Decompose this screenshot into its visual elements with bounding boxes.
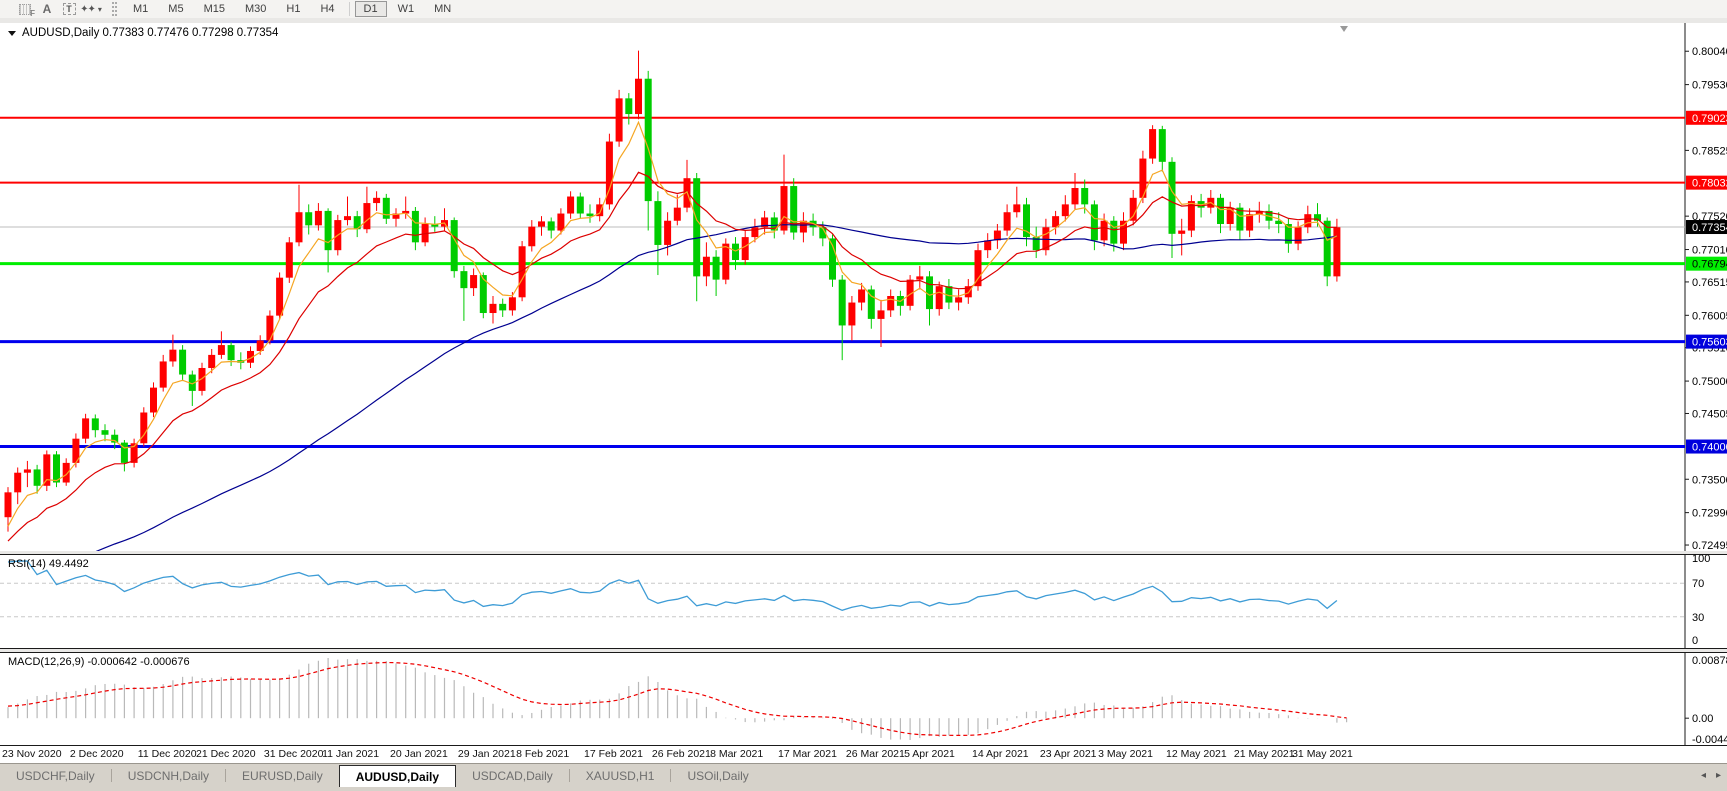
window-bottom-strip <box>0 787 1727 791</box>
timeframe-w1-button[interactable]: W1 <box>397 3 415 15</box>
timeframe-m5-button[interactable]: M5 <box>168 3 184 15</box>
svg-text:0.78525: 0.78525 <box>1692 145 1727 157</box>
svg-text:0.76515: 0.76515 <box>1692 277 1727 289</box>
text-box-icon[interactable]: T <box>58 1 80 17</box>
svg-text:30: 30 <box>1692 612 1704 624</box>
date-label: 17 Mar 2021 <box>778 748 837 760</box>
timeframe-buttons: M1 M5 M15 M30 H1 H4 D1 W1 MN <box>123 1 461 17</box>
chevron-down-icon: ▾ <box>97 4 102 14</box>
tab-scroll-buttons: ◂ ▸ <box>1701 770 1721 781</box>
svg-text:-0.004451: -0.004451 <box>1692 734 1727 746</box>
date-label: 26 Feb 2021 <box>651 748 711 760</box>
svg-text:0.77354: 0.77354 <box>1692 222 1727 234</box>
date-label: 11 Jan 2021 <box>322 748 380 760</box>
top-toolbar: F A T ✦✦ ▾ M1 M5 M15 M30 H1 H4 D1 W1 MN <box>0 0 1727 18</box>
date-label: 21 May 2021 <box>1233 748 1295 760</box>
svg-text:RSI(14) 49.4492: RSI(14) 49.4492 <box>8 558 89 570</box>
tab-scroll-right-icon[interactable]: ▸ <box>1715 770 1721 781</box>
grid-glyph: F <box>19 3 35 18</box>
date-label: 26 Mar 2021 <box>845 748 905 760</box>
tab-scroll-left-icon[interactable]: ◂ <box>1700 770 1706 781</box>
date-label: 8 Mar 2021 <box>710 748 764 760</box>
date-label: 31 Dec 2020 <box>263 748 324 760</box>
chart-tab-usoil[interactable]: USOil,Daily <box>687 768 749 783</box>
shapes-icon[interactable]: ✦✦ ▾ <box>80 3 102 15</box>
panel-splitter[interactable] <box>0 551 1727 554</box>
macd-panel-canvas[interactable]: MACD(12,26,9) -0.000642 -0.000676 0.00878… <box>0 652 1727 746</box>
svg-text:0.76005: 0.76005 <box>1692 310 1727 322</box>
chart-tab-usdchf[interactable]: USDCHF,Daily <box>16 768 95 783</box>
date-label: 31 May 2021 <box>1292 748 1353 760</box>
timeframe-h1-button[interactable]: H1 <box>286 3 301 15</box>
date-label: 17 Feb 2021 <box>584 748 643 760</box>
date-label: 23 Apr 2021 <box>1039 748 1097 760</box>
svg-text:0: 0 <box>1692 635 1698 647</box>
main-chart-canvas[interactable]: AUDUSD,Daily 0.77383 0.77476 0.77298 0.7… <box>0 23 1727 551</box>
date-label: 12 May 2021 <box>1166 748 1227 760</box>
chart-tab-usdcnh[interactable]: USDCNH,Daily <box>127 768 210 783</box>
svg-text:100: 100 <box>1692 554 1710 565</box>
toolbar-divider <box>0 18 1727 23</box>
date-label: 20 Jan 2021 <box>390 748 448 760</box>
date-label: 14 Apr 2021 <box>972 748 1029 760</box>
svg-text:AUDUSD,Daily 0.77383 0.77476: AUDUSD,Daily 0.77383 0.77476 0.77298 0.7… <box>22 27 279 39</box>
svg-text:0.79023: 0.79023 <box>1692 113 1727 125</box>
date-label: 2 Dec 2020 <box>69 748 124 760</box>
tab-separator <box>568 769 570 782</box>
timeframe-h4-button[interactable]: H4 <box>320 3 335 15</box>
date-label: 23 Nov 2020 <box>2 748 62 760</box>
timeframe-m1-button[interactable]: M1 <box>133 3 149 15</box>
rsi-panel-canvas[interactable]: RSI(14) 49.4492 100 70 30 0 <box>0 554 1727 649</box>
toolbar-grip[interactable] <box>112 2 117 16</box>
tab-separator <box>670 769 672 782</box>
chart-tab-usdcad[interactable]: USDCAD,Daily <box>472 768 553 783</box>
timeframe-mn-button[interactable]: MN <box>434 3 452 15</box>
svg-text:0.008782: 0.008782 <box>1692 655 1727 667</box>
chart-tab-bar: USDCHF,Daily USDCNH,Daily EURUSD,Daily AUDU… <box>0 763 1727 787</box>
svg-text:0.75603: 0.75603 <box>1692 337 1727 349</box>
timeframe-m30-button[interactable]: M30 <box>244 3 267 15</box>
text-label-icon[interactable]: A <box>42 2 52 16</box>
svg-text:0.78032: 0.78032 <box>1692 178 1727 190</box>
svg-text:MACD(12,26,9) -0.000642 -0.000: MACD(12,26,9) -0.000642 -0.000676 <box>8 656 190 668</box>
date-label: 3 May 2021 <box>1098 748 1153 760</box>
toolbar-separator <box>348 2 350 16</box>
timeframe-d1-button[interactable]: D1 <box>354 1 387 17</box>
panel-splitter[interactable] <box>0 649 1727 652</box>
fibo-grid-icon[interactable]: F <box>14 1 36 18</box>
date-label: 21 Dec 2020 <box>196 748 256 760</box>
date-label: 5 Apr 2021 <box>904 748 955 760</box>
svg-text:70: 70 <box>1692 578 1704 590</box>
timeframe-m15-button[interactable]: M15 <box>203 3 225 15</box>
chart-tab-audusd[interactable]: AUDUSD,Daily <box>338 765 457 787</box>
date-axis[interactable]: 23 Nov 2020 2 Dec 2020 11 Dec 2020 21 Dec 2… <box>0 746 1727 763</box>
date-label: 29 Jan 2021 <box>457 748 516 760</box>
svg-text:0.72495: 0.72495 <box>1692 540 1727 551</box>
svg-text:0.00: 0.00 <box>1692 713 1713 725</box>
svg-text:0.76794: 0.76794 <box>1692 259 1727 271</box>
tab-separator <box>110 769 112 782</box>
chart-tab-xauusd[interactable]: XAUUSD,H1 <box>585 768 655 783</box>
date-label: 11 Dec 2020 <box>137 748 197 760</box>
svg-text:0.74505: 0.74505 <box>1692 408 1727 420</box>
tab-separator <box>225 769 227 782</box>
date-label: 8 Feb 2021 <box>516 748 570 760</box>
chart-tab-eurusd[interactable]: EURUSD,Daily <box>242 768 323 783</box>
